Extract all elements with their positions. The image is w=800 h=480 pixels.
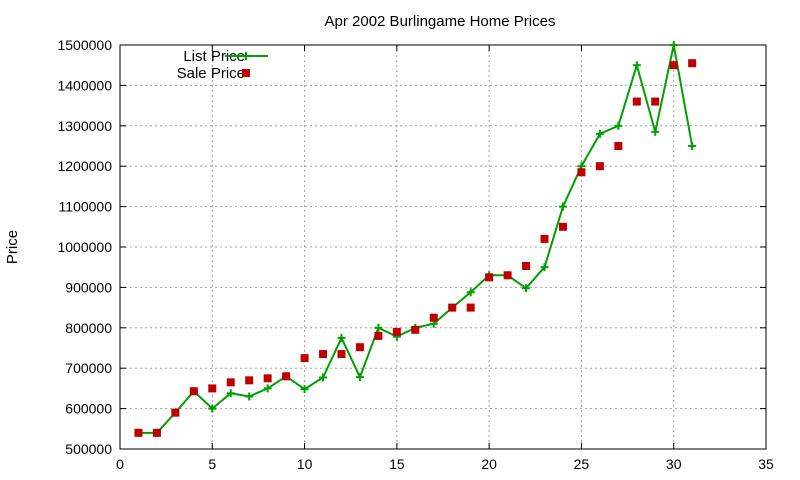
y-tick-labels: 500000 600000 700000 800000 900000 1000000 110… (57, 37, 112, 457)
sale-price-point (669, 61, 678, 70)
y-tick-label: 1200000 (57, 158, 112, 174)
y-tick-label: 900000 (65, 279, 112, 295)
list-price-point (300, 385, 309, 394)
axis-ticks (119, 44, 767, 450)
list-price-point (245, 392, 254, 401)
list-price-point (651, 127, 660, 136)
sale-price-point (448, 303, 457, 312)
sale-price-point (411, 325, 420, 334)
sale-price-point (429, 313, 438, 322)
sale-price-point (226, 378, 235, 387)
sale-price-point (374, 331, 383, 340)
legend-square-marker (242, 69, 250, 77)
list-price-point (614, 121, 623, 130)
sale-price-point (263, 374, 272, 383)
sale-price-point (189, 387, 198, 396)
x-tick-label: 35 (758, 456, 774, 472)
list-price-line (138, 44, 694, 434)
list-price-point (595, 129, 604, 138)
sale-price-point (282, 372, 291, 381)
sale-price-point (171, 408, 180, 417)
sale-price-point (485, 273, 494, 282)
y-tick-label: 1400000 (57, 77, 112, 93)
sale-price-point (577, 168, 586, 177)
list-price-point (540, 263, 549, 272)
list-price-point (522, 284, 531, 293)
list-price-point (669, 41, 678, 49)
sale-price-point (337, 350, 346, 359)
sale-price-point (319, 350, 328, 359)
series (134, 41, 697, 437)
list-price-point (558, 202, 567, 211)
list-price-point (226, 389, 235, 398)
x-tick-label: 0 (116, 456, 124, 472)
list-price-point (337, 333, 346, 342)
sale-price-point (152, 428, 161, 437)
sale-price-point (595, 162, 604, 171)
y-tick-label: 700000 (65, 360, 112, 376)
y-tick-label: 1000000 (57, 239, 112, 255)
y-tick-label: 500000 (65, 441, 112, 457)
y-tick-label: 600000 (65, 401, 112, 417)
y-tick-label: 1500000 (57, 37, 112, 53)
sale-price-point (300, 354, 309, 363)
sale-price-point (540, 234, 549, 243)
x-tick-labels: 0 5 10 15 20 25 30 35 (116, 456, 774, 472)
list-price-point (355, 373, 364, 382)
sale-price-point (522, 261, 531, 270)
list-price-point (208, 404, 217, 413)
y-tick-label: 800000 (65, 320, 112, 336)
list-price-point (688, 142, 697, 150)
sale-price-point (688, 59, 697, 68)
series-sale-price (134, 59, 697, 437)
sale-price-point (503, 271, 512, 280)
x-tick-label: 15 (389, 456, 405, 472)
legend-label: List Price (183, 48, 245, 65)
sale-price-point (651, 97, 660, 106)
y-tick-label: 1300000 (57, 118, 112, 134)
x-tick-label: 5 (208, 456, 216, 472)
legend-label: Sale Price (177, 65, 245, 82)
x-tick-label: 20 (481, 456, 497, 472)
sale-price-point (355, 343, 364, 352)
sale-price-point (466, 303, 475, 312)
series-list-price (134, 41, 697, 437)
sale-price-point (245, 376, 254, 385)
y-axis-label: Price (4, 230, 21, 264)
grid-lines (120, 45, 766, 449)
list-price-point (263, 384, 272, 393)
x-tick-label: 10 (297, 456, 313, 472)
y-tick-label: 1100000 (59, 199, 113, 215)
list-price-point (374, 323, 383, 332)
x-tick-label: 25 (574, 456, 590, 472)
sale-price-point (632, 97, 641, 106)
legend-plus-marker (242, 52, 250, 60)
sale-price-point (614, 142, 623, 150)
sale-price-point (208, 384, 217, 393)
sale-price-point (392, 327, 401, 336)
x-tick-label: 30 (666, 456, 682, 472)
list-price-point (632, 61, 641, 70)
list-price-point (319, 373, 328, 382)
sale-price-point (558, 222, 567, 231)
chart-title: Apr 2002 Burlingame Home Prices (325, 13, 556, 30)
sale-price-point (134, 428, 143, 437)
list-price-point (466, 288, 475, 297)
